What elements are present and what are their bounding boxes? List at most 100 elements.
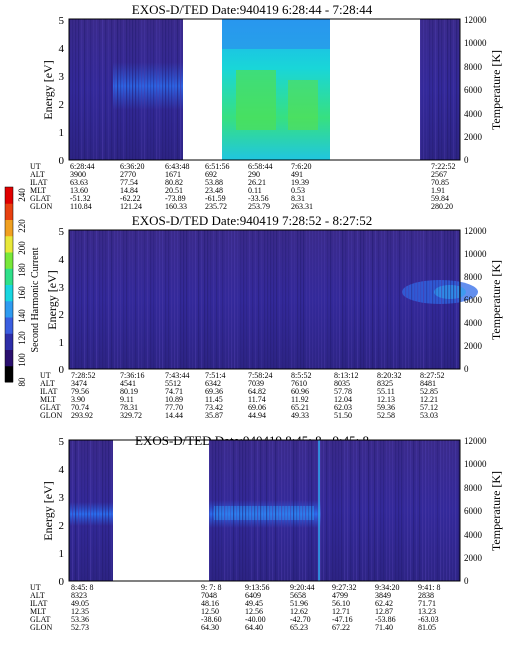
spectrogram-stripe — [249, 230, 251, 369]
spectrogram-stripe — [120, 230, 122, 369]
spectrogram-stripe — [356, 440, 358, 581]
panel-1-spectrogram — [69, 19, 461, 160]
orbit-cell: 56.10 — [332, 599, 350, 608]
orbit-cell: 0.53 — [291, 186, 305, 195]
orbit-cell: 70.85 — [431, 178, 449, 187]
panel-3-ytick: 4 — [59, 464, 65, 476]
panel-2-ytick: 1 — [59, 337, 65, 349]
spectrogram-stripe — [402, 230, 404, 369]
orbit-cell: 1.91 — [431, 186, 445, 195]
spectrogram-stripe — [108, 440, 110, 581]
spectrogram-stripe — [267, 230, 269, 369]
orbit-cell: 7:58:24 — [248, 371, 272, 380]
panel-2-ytick: 2 — [59, 309, 65, 321]
panel-2-spectrogram — [69, 230, 478, 369]
spectrogram-stripe — [261, 230, 263, 369]
orbit-cell: 12.04 — [334, 395, 352, 404]
spectrogram-stripe — [447, 230, 449, 369]
spectrogram-stripe — [287, 440, 289, 581]
spectrogram-stripe — [69, 230, 71, 369]
spectrogram-stripe — [440, 440, 442, 581]
spectrogram-stripe — [245, 440, 247, 581]
orbit-cell: 7:43:44 — [165, 371, 189, 380]
spectrogram-stripe — [327, 230, 329, 369]
spectrogram-stripe — [210, 230, 212, 369]
orbit-cell: 55.11 — [377, 387, 395, 396]
spectrogram-stripe — [84, 440, 86, 581]
orbit-cell: 52.85 — [420, 387, 438, 396]
spectrogram-stripe — [138, 230, 140, 369]
orbit-row-label: ALT — [30, 170, 45, 179]
spectrogram-stripe — [171, 19, 173, 160]
orbit-cell: 51.50 — [334, 411, 352, 420]
panel-2-ytick: 3 — [59, 282, 65, 294]
orbit-cell: 9.11 — [120, 395, 134, 404]
spectrogram-stripe — [111, 230, 113, 369]
orbit-cell: 10.89 — [165, 395, 183, 404]
spectrogram-stripe — [96, 19, 98, 160]
colorbar: 240 220 200 180 160 140 120 100 80 Secon… — [4, 186, 41, 387]
spectrogram-stripe — [246, 230, 248, 369]
orbit-cell: 692 — [205, 170, 217, 179]
orbit-row-label: ALT — [30, 591, 45, 600]
spectrogram-stripe — [308, 440, 310, 581]
spectrogram-stripe — [293, 440, 295, 581]
spectrogram-stripe — [102, 19, 104, 160]
spectrogram-stripe — [398, 440, 400, 581]
spectrogram-stripe — [386, 440, 388, 581]
spectrogram-stripe — [123, 230, 125, 369]
spectrogram-stripe — [270, 230, 272, 369]
spectrogram-stripe — [75, 19, 77, 160]
spectrogram-stripe — [90, 440, 92, 581]
orbit-cell: 64.30 — [201, 623, 219, 632]
spectrogram-stripe — [156, 19, 158, 160]
orbit-cell: 23.48 — [205, 186, 223, 195]
panel-2-y2tick: 8000 — [464, 272, 483, 282]
spectrogram-stripe — [108, 19, 110, 160]
spectrogram-stripe — [221, 440, 223, 581]
colorbar-segment — [5, 317, 13, 334]
spectrogram-stripe — [323, 440, 325, 581]
spectrogram-stripe — [332, 440, 334, 581]
spectrogram-stripe — [371, 440, 373, 581]
spectrogram-stripe — [219, 230, 221, 369]
panel-2-ytick: 5 — [59, 226, 65, 238]
panel-3-ytick: 3 — [59, 492, 65, 504]
spectrogram-stripe — [192, 230, 194, 369]
orbit-cell: 12.35 — [71, 607, 89, 616]
orbit-cell: 8:20:32 — [377, 371, 401, 380]
orbit-cell: 3474 — [71, 379, 87, 388]
orbit-cell: 2838 — [418, 591, 434, 600]
spectrogram-stripe — [372, 230, 374, 369]
spectrogram-stripe — [162, 230, 164, 369]
orbit-cell: 235.72 — [205, 202, 227, 211]
spectrogram-stripe — [357, 230, 359, 369]
spectrogram-stripe — [314, 440, 316, 581]
orbit-cell: 8481 — [420, 379, 436, 388]
spectrogram-stripe — [350, 440, 352, 581]
orbit-cell: 70.74 — [71, 403, 89, 412]
spectrogram-stripe — [252, 230, 254, 369]
panel-1-y2tick: 2000 — [464, 132, 483, 142]
orbit-cell: 1671 — [165, 170, 181, 179]
spectrogram-stripe — [420, 230, 422, 369]
orbit-cell: 293.92 — [71, 411, 93, 420]
orbit-cell: 59.36 — [377, 403, 395, 412]
spectrogram-stripe — [279, 230, 281, 369]
panel-1-ytick: 3 — [59, 71, 65, 83]
orbit-cell: 8325 — [377, 379, 393, 388]
spectrogram-stripe — [291, 230, 293, 369]
panel-2-ylabel: Energy [eV] — [45, 270, 59, 329]
orbit-cell: -47.16 — [332, 615, 353, 624]
spectrogram-stripe — [180, 19, 182, 160]
orbit-cell: 8:13:12 — [334, 371, 358, 380]
spectrogram-stripe — [213, 230, 215, 369]
spectrogram-stripe — [354, 230, 356, 369]
spectrogram-stripe — [237, 230, 239, 369]
panel-1-ytick: 0 — [59, 155, 65, 167]
orbit-cell: 2567 — [431, 170, 447, 179]
orbit-cell: 11.74 — [248, 395, 266, 404]
orbit-cell: 8035 — [334, 379, 350, 388]
spectrogram-stripe — [345, 230, 347, 369]
panel-3-y2label: Temperature [K] — [489, 471, 503, 551]
